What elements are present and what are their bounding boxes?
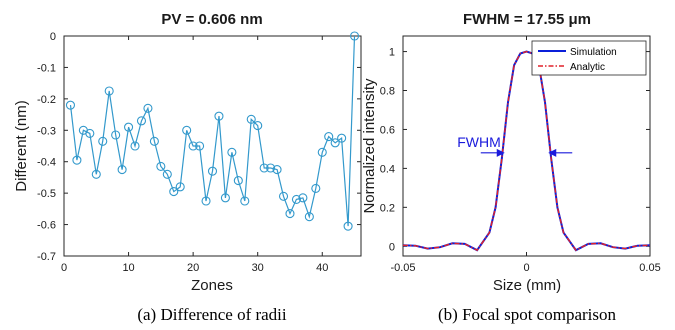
analytic-series-line (402, 50, 651, 252)
left-y-ticks: 0 -0.1 -0.2 -0.3 -0.4 -0.5 -0.6 -0.7 (37, 31, 361, 263)
data-point (272, 165, 282, 175)
left-y-tick-label: -0.2 (37, 94, 56, 106)
right-chart-title: FWHM = 17.55 μm (463, 11, 591, 28)
data-point (317, 147, 327, 157)
right-x-tick-label: 0.05 (639, 262, 660, 274)
data-point (182, 125, 192, 135)
data-point (207, 166, 218, 176)
left-series-markers (65, 31, 360, 231)
data-point (143, 103, 153, 113)
data-point (337, 133, 347, 143)
data-point (195, 141, 205, 151)
data-point (98, 136, 108, 146)
data-point (214, 111, 224, 121)
data-point (278, 191, 289, 201)
legend: Simulation Analytic (531, 40, 647, 76)
right-x-axis-label: Size (mm) (493, 277, 561, 294)
right-y-tick-label: 1 (389, 47, 395, 59)
left-plot-frame (63, 35, 362, 257)
left-y-tick-label: 0 (50, 31, 56, 43)
left-chart-title: PV = 0.606 nm (161, 11, 262, 28)
legend-analytic-label: Analytic (570, 62, 605, 73)
data-point (91, 169, 101, 179)
left-y-tick-label: -0.6 (37, 220, 56, 232)
left-y-axis-label: Different (nm) (13, 100, 30, 191)
left-x-ticks: 0 10 20 30 40 (61, 36, 328, 274)
fwhm-arrowhead-right-icon (548, 148, 557, 157)
chart-left: PV = 0.606 nm 0 -0.1 -0.2 -0.3 -0.4 -0.5 -0.6 -… (13, 11, 362, 324)
left-x-tick-label: 20 (187, 262, 199, 274)
data-point (136, 116, 147, 126)
data-point (298, 193, 308, 203)
left-x-tick-label: 0 (61, 262, 67, 274)
right-y-tick-label: 0 (389, 241, 395, 253)
right-x-tick-label: 0 (523, 262, 529, 274)
right-y-ticks: 0 0.2 0.4 0.6 0.8 1 (380, 47, 650, 253)
left-x-tick-label: 40 (316, 262, 328, 274)
left-y-tick-label: -0.5 (37, 188, 56, 200)
data-point (72, 155, 82, 165)
simulation-series-line (402, 50, 651, 252)
right-y-tick-label: 0.4 (380, 163, 395, 175)
data-point (201, 196, 211, 206)
data-point (343, 221, 353, 231)
chart-right: FWHM = 17.55 μm 0 0.2 0.4 0.6 0.8 1 -0.05 0 0.0… (361, 11, 661, 324)
fwhm-annotation: FWHM (457, 134, 573, 157)
legend-box (531, 40, 647, 76)
data-point (233, 176, 243, 186)
data-point (104, 86, 114, 96)
right-caption: (b) Focal spot comparison (438, 305, 616, 324)
left-x-tick-label: 10 (122, 262, 134, 274)
data-point (156, 161, 166, 171)
data-point (330, 138, 340, 148)
right-y-axis-label: Normalized intensity (361, 78, 378, 214)
data-point (175, 182, 185, 192)
data-point (124, 122, 134, 132)
data-point (130, 141, 140, 151)
data-point (149, 136, 159, 146)
data-point (117, 165, 127, 175)
data-point (291, 194, 301, 204)
data-point (304, 212, 314, 222)
data-point (65, 100, 76, 110)
data-point (85, 128, 95, 138)
data-point (220, 193, 230, 203)
right-y-tick-label: 0.6 (380, 124, 395, 136)
data-point (285, 209, 295, 219)
data-point (162, 169, 172, 179)
data-point (266, 163, 276, 173)
fwhm-annotation-label: FWHM (457, 134, 501, 150)
left-y-tick-label: -0.1 (37, 62, 56, 74)
data-point (240, 196, 250, 206)
data-point (349, 31, 360, 41)
data-point (311, 183, 321, 193)
data-point (253, 121, 263, 131)
left-x-tick-label: 30 (252, 262, 264, 274)
left-y-tick-label: -0.7 (37, 251, 56, 263)
data-point (324, 132, 334, 142)
left-y-tick-label: -0.4 (37, 157, 56, 169)
legend-simulation-label: Simulation (570, 47, 617, 58)
left-series-line (69, 35, 356, 227)
left-y-tick-label: -0.3 (37, 125, 56, 137)
data-point (259, 163, 269, 173)
right-x-ticks: -0.05 0 0.05 (390, 36, 661, 274)
left-x-axis-label: Zones (191, 277, 233, 294)
data-point (169, 187, 179, 197)
data-point (111, 130, 121, 140)
left-caption: (a) Difference of radii (137, 305, 287, 324)
fwhm-arrowhead-left-icon (496, 148, 505, 157)
right-y-tick-label: 0.8 (380, 86, 395, 98)
data-point (188, 141, 198, 151)
data-point (246, 114, 256, 124)
data-point (227, 147, 237, 157)
right-x-tick-label: -0.05 (390, 262, 415, 274)
right-y-tick-label: 0.2 (380, 202, 395, 214)
